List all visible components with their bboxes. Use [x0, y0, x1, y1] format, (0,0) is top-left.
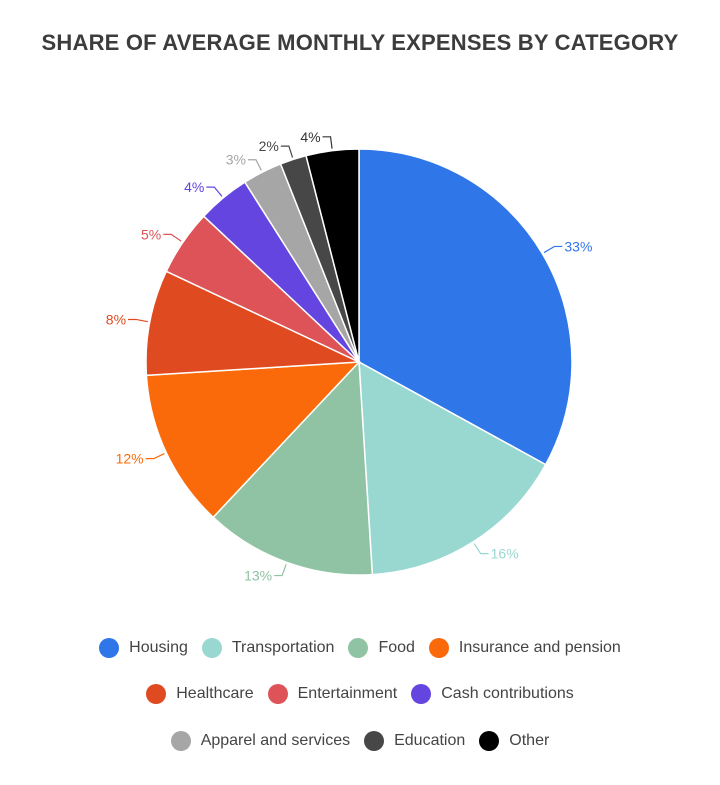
legend-swatch [411, 684, 432, 704]
data-label: 2% [259, 138, 279, 154]
data-label: 4% [300, 129, 320, 145]
leader-line [128, 318, 148, 323]
legend-item: Healthcare [146, 684, 254, 704]
legend-label: Food [378, 639, 415, 656]
slice-healthcare [145, 270, 360, 377]
data-label: 12% [116, 451, 144, 467]
leader-line [145, 452, 165, 460]
leader-line [163, 233, 182, 242]
slice-transportation [358, 360, 547, 576]
legend-item: Entertainment [267, 684, 398, 704]
data-label: 33% [564, 238, 592, 254]
data-label: 4% [184, 179, 204, 195]
slice-other [305, 148, 360, 363]
legend-item: Insurance and pension [428, 638, 621, 658]
legend-label: Healthcare [176, 685, 254, 702]
legend-item: Cash contributions [411, 684, 574, 704]
slice-insurance-and-pension [145, 361, 361, 519]
leader-line [206, 186, 223, 197]
leader-line [543, 245, 563, 254]
data-label: 8% [106, 311, 126, 327]
data-label: 3% [226, 152, 246, 168]
legend-swatch [201, 638, 222, 658]
legend-item: Other [479, 731, 549, 751]
leader-line [247, 159, 262, 171]
data-label: 13% [244, 568, 272, 584]
legend-row: Apparel and services Education Other [0, 731, 720, 751]
pie-chart: 33% 16% 13% 12% 8% 5% 4% 3% 2% 4% [106, 129, 593, 584]
legend-swatch [170, 731, 191, 751]
data-label: 16% [491, 546, 519, 562]
leader-line [473, 543, 489, 555]
leader-line [274, 564, 287, 577]
legend-label: Entertainment [297, 685, 398, 702]
legend-label: Housing [129, 639, 188, 656]
legend-item: Apparel and services [170, 731, 351, 751]
legend-item: Housing [99, 638, 188, 658]
legend-swatch [99, 638, 120, 658]
legend-item: Education [364, 731, 465, 751]
legend-swatch [479, 731, 500, 751]
legend-label: Cash contributions [441, 685, 574, 702]
leader-line [280, 145, 294, 158]
slice-food [212, 360, 374, 576]
legend-label: Apparel and services [200, 732, 351, 749]
legend-row: Healthcare Entertainment Cash contribution… [0, 684, 720, 704]
legend-label: Transportation [231, 639, 335, 656]
legend-swatch [428, 638, 449, 658]
leader-line [322, 136, 333, 149]
legend-label: Other [509, 732, 550, 749]
legend-row: Housing Transportation Food Insurance and p… [0, 638, 720, 658]
slice-housing [358, 148, 573, 466]
legend-swatch [364, 731, 385, 751]
legend-item: Transportation [201, 638, 335, 658]
legend-item: Food [348, 638, 415, 658]
data-label: 5% [141, 226, 161, 242]
legend-swatch [348, 638, 369, 658]
legend-swatch [146, 684, 167, 704]
chart-title: SHARE OF AVERAGE MONTHLY EXPENSES BY CAT… [41, 30, 679, 55]
legend-label: Education [394, 732, 466, 749]
legend-swatch [267, 684, 288, 704]
legend-label: Insurance and pension [458, 639, 621, 656]
